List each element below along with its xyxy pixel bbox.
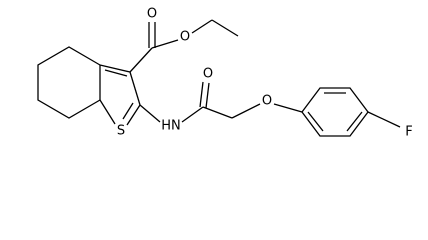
bond: [99, 99, 116, 125]
bond: [129, 47, 153, 73]
bond: [99, 64, 131, 73]
bond: [367, 111, 401, 128]
atom-label: F: [405, 125, 412, 140]
bond: [122, 102, 134, 120]
bond: [139, 104, 161, 123]
bond: [307, 111, 324, 132]
ring-bond: [301, 87, 369, 137]
bond: [202, 106, 233, 119]
bond: [129, 71, 141, 106]
bond: [211, 19, 239, 37]
atom-label: HN: [161, 119, 181, 134]
atom-label: S: [117, 124, 125, 139]
bond: [181, 106, 204, 123]
bond: [104, 69, 128, 77]
bond: [231, 103, 261, 119]
bond: [126, 104, 141, 126]
atom-label: O: [180, 30, 190, 45]
bond: [273, 103, 303, 113]
ring-bond: [37, 46, 101, 119]
bond: [199, 81, 204, 108]
atom-label: O: [147, 7, 157, 22]
structure: O O O O S HN F: [37, 7, 413, 140]
bond: [191, 19, 213, 34]
bonds: [37, 19, 401, 137]
bond: [151, 39, 179, 49]
atom-label: O: [203, 67, 213, 82]
bond: [205, 82, 210, 109]
bond: [346, 111, 363, 132]
atom-label: O: [262, 94, 272, 109]
